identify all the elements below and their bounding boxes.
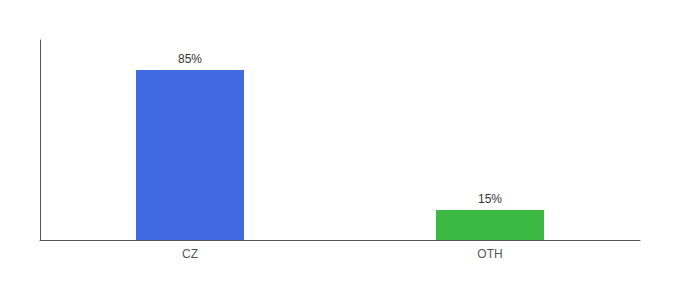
svg-text:CZ: CZ [182, 247, 198, 261]
svg-text:15%: 15% [478, 192, 502, 206]
svg-text:85%: 85% [178, 52, 202, 66]
svg-text:OTH: OTH [477, 247, 502, 261]
